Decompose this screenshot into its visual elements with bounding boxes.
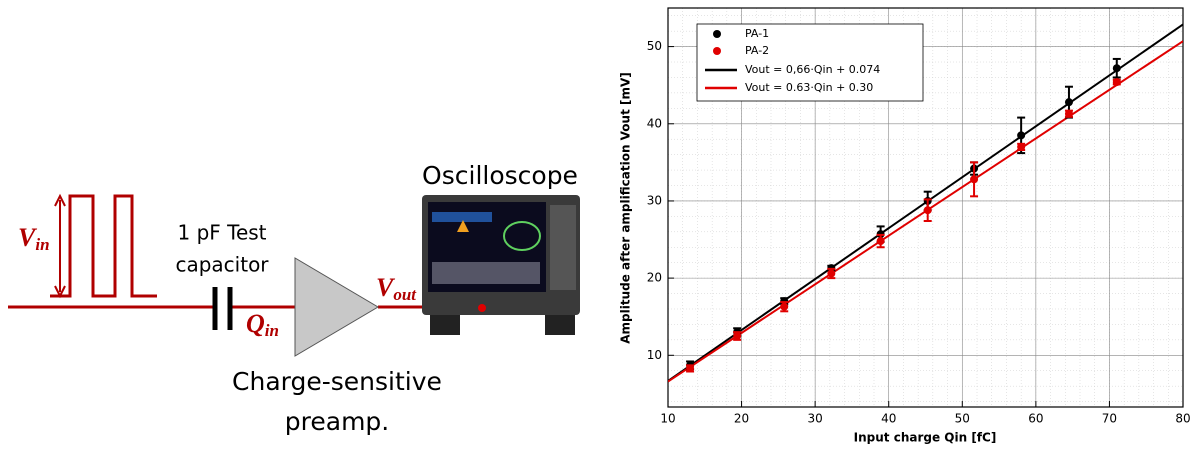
legend-marker xyxy=(713,30,721,38)
point xyxy=(876,237,885,246)
trace xyxy=(503,221,541,251)
x-axis-label: Input charge Qin [fC] xyxy=(854,431,997,445)
y-axis-label: Amplitude after amplification Vout [mV] xyxy=(619,72,633,344)
point xyxy=(686,364,695,373)
point xyxy=(970,175,979,184)
arrow-head xyxy=(54,193,66,207)
label-main: Q xyxy=(246,309,265,338)
legend-marker xyxy=(713,47,721,55)
y-tick-label: 20 xyxy=(647,271,662,285)
capacitor-label: capacitor xyxy=(175,253,269,277)
label-sub: in xyxy=(265,321,279,340)
legend-label: Vout = 0,66·Qin + 0.074 xyxy=(745,63,880,76)
legend-label: PA-2 xyxy=(745,44,769,57)
x-tick-label: 60 xyxy=(1028,412,1043,426)
capacitor-label: 1 pF Test xyxy=(177,221,266,245)
scope-controls xyxy=(550,205,576,290)
trace xyxy=(457,220,469,232)
label-main: V xyxy=(18,223,38,252)
preamp-label: preamp. xyxy=(285,407,389,436)
amplifier xyxy=(294,257,379,357)
point xyxy=(923,206,932,215)
trace xyxy=(432,262,540,284)
label-sub: in xyxy=(35,235,49,254)
scope-label: Oscilloscope xyxy=(422,161,578,190)
point xyxy=(1064,109,1073,118)
legend-label: Vout = 0.63·Qin + 0.30 xyxy=(745,81,873,94)
point xyxy=(733,331,742,340)
scope-foot xyxy=(545,315,575,335)
point xyxy=(1017,131,1026,140)
x-tick-label: 80 xyxy=(1175,412,1190,426)
plot-frame xyxy=(667,7,1184,408)
charge-label: Qin xyxy=(246,309,279,340)
point xyxy=(1064,98,1073,107)
x-tick-label: 20 xyxy=(734,412,749,426)
arrow-head xyxy=(54,285,66,299)
point xyxy=(1112,78,1121,87)
pulse xyxy=(50,194,157,298)
label-main: V xyxy=(376,273,396,302)
y-tick-label: 10 xyxy=(647,348,662,362)
input-label: Vin xyxy=(18,223,50,254)
scope-foot xyxy=(430,315,460,335)
legend-label: PA-1 xyxy=(745,27,769,40)
plot-area xyxy=(668,23,1183,383)
point xyxy=(827,269,836,278)
point xyxy=(780,302,789,311)
y-tick-label: 50 xyxy=(647,39,662,53)
x-tick-label: 10 xyxy=(660,412,675,426)
output-label: Vout xyxy=(376,273,417,304)
x-tick-label: 50 xyxy=(955,412,970,426)
preamp-label: Charge-sensitive xyxy=(232,367,442,396)
x-tick-label: 40 xyxy=(881,412,896,426)
point xyxy=(1112,64,1121,73)
x-tick-label: 30 xyxy=(808,412,823,426)
point xyxy=(1017,142,1026,151)
oscilloscope xyxy=(422,195,580,335)
y-tick-label: 30 xyxy=(647,193,662,207)
trace xyxy=(432,212,492,222)
x-tick-label: 70 xyxy=(1102,412,1117,426)
y-tick-label: 40 xyxy=(647,116,662,130)
probe xyxy=(478,304,486,312)
label-sub: out xyxy=(393,285,417,304)
